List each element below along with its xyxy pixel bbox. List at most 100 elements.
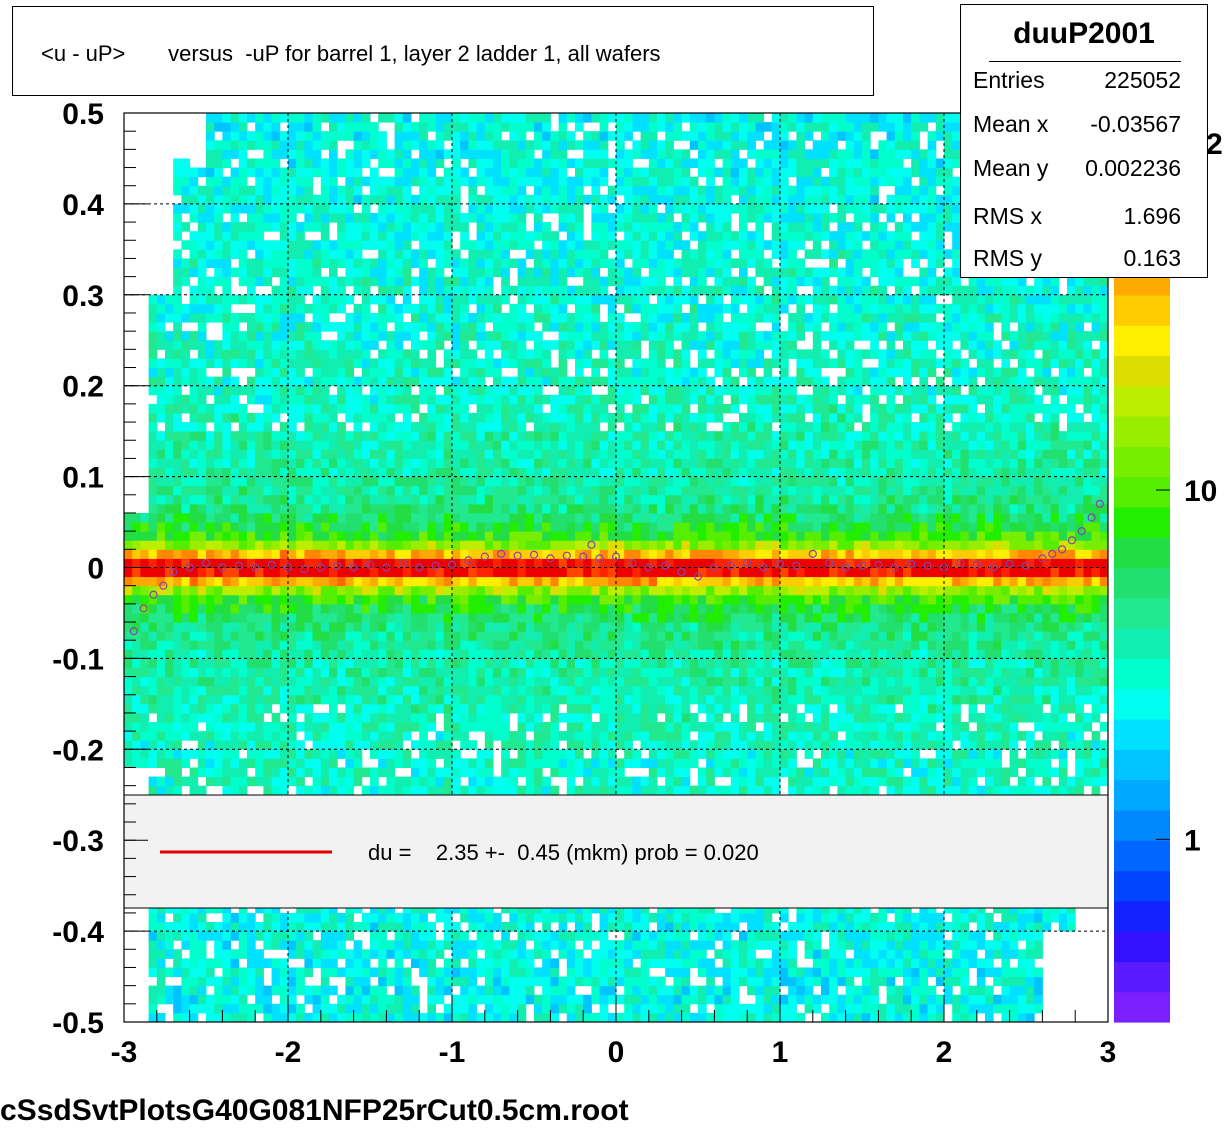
heatmap-cell (279, 576, 289, 587)
heatmap-cell (173, 931, 182, 941)
heatmap-cell (222, 503, 232, 514)
heatmap-cell (542, 912, 551, 923)
heatmap-cell (542, 167, 551, 178)
heatmap-cell (156, 440, 166, 450)
heatmap-cell (312, 767, 322, 778)
heatmap-cell (460, 303, 469, 314)
heatmap-cell (468, 558, 478, 568)
heatmap-cell (230, 758, 240, 768)
heatmap-cell (394, 922, 404, 932)
heatmap-cell (197, 412, 207, 423)
heatmap-cell (501, 531, 510, 541)
heatmap-cell (320, 594, 330, 605)
heatmap-cell (271, 776, 281, 787)
heatmap-cell (370, 640, 379, 650)
heatmap-cell (476, 576, 486, 587)
heatmap-cell (288, 403, 297, 414)
heatmap-cell (468, 285, 478, 296)
heatmap-cell (173, 676, 182, 687)
heatmap-cell (411, 558, 420, 568)
heatmap-cell (427, 685, 437, 696)
heatmap-cell (165, 458, 174, 469)
heatmap-cell (402, 403, 412, 414)
heatmap-cell (493, 249, 502, 259)
heatmap-cell (197, 949, 207, 959)
heatmap-cell (517, 440, 527, 450)
heatmap-cell (222, 467, 232, 478)
heatmap-cell (517, 285, 527, 296)
heatmap-cell (214, 731, 223, 741)
heatmap-cell (222, 631, 232, 641)
heatmap-cell (156, 531, 166, 541)
heatmap-cell (550, 931, 560, 941)
heatmap-cell (484, 667, 494, 678)
heatmap-cell (394, 594, 404, 605)
heatmap-cell (255, 267, 264, 278)
heatmap-cell (312, 485, 322, 496)
heatmap-cell (484, 685, 494, 696)
heatmap-cell (312, 267, 322, 278)
heatmap-cell (181, 331, 191, 341)
heatmap-cell (206, 749, 215, 759)
heatmap-cell (575, 422, 584, 432)
heatmap-cell (583, 131, 592, 141)
heatmap-cell (484, 394, 494, 405)
heatmap-cell (419, 685, 428, 696)
heatmap-cell (460, 785, 469, 796)
heatmap-cell (222, 512, 232, 523)
heatmap-cell (525, 540, 535, 550)
heatmap-cell (452, 540, 461, 550)
heatmap-cell (165, 503, 174, 514)
heatmap-cell (279, 113, 289, 123)
heatmap-cell (534, 903, 543, 914)
heatmap-cell (247, 531, 256, 541)
heatmap-cell (509, 958, 519, 968)
heatmap-cell (566, 440, 576, 450)
heatmap-cell (435, 422, 445, 432)
heatmap-cell (222, 349, 232, 359)
heatmap-cell (509, 431, 519, 441)
heatmap-cell (402, 540, 412, 550)
heatmap-cell (386, 249, 396, 259)
heatmap-cell (476, 722, 486, 732)
heatmap-cell (263, 476, 273, 487)
heatmap-cell (476, 494, 486, 505)
heatmap-cell (517, 431, 527, 441)
heatmap-cell (312, 585, 322, 596)
heatmap-cell (484, 967, 494, 978)
heatmap-cell (206, 694, 215, 705)
heatmap-cell (509, 203, 519, 214)
heatmap-cell (312, 340, 322, 350)
heatmap-cell (452, 158, 461, 169)
heatmap-cell (329, 694, 338, 705)
heatmap-cell (435, 576, 445, 587)
heatmap-cell (296, 940, 305, 950)
heatmap-cell (443, 785, 453, 796)
heatmap-cell (320, 531, 330, 541)
heatmap-cell (296, 140, 305, 150)
heatmap-cell (288, 303, 297, 314)
heatmap-cell (566, 240, 576, 250)
heatmap-cell (575, 740, 584, 750)
heatmap-cell (452, 976, 461, 987)
heatmap-cell (452, 467, 461, 478)
heatmap-cell (255, 385, 264, 396)
heatmap-cell (279, 403, 289, 414)
heatmap-cell (320, 212, 330, 223)
heatmap-cell (329, 758, 338, 768)
heatmap-cell (238, 385, 248, 396)
heatmap-cell (394, 649, 404, 659)
heatmap-cell (427, 403, 437, 414)
heatmap-cell (173, 494, 182, 505)
heatmap-cell (443, 667, 453, 678)
heatmap-cell (247, 922, 256, 932)
heatmap-cell (353, 185, 363, 196)
heatmap-cell (509, 185, 519, 196)
heatmap-cell (279, 649, 289, 659)
heatmap-cell (378, 994, 387, 1005)
heatmap-cell (370, 631, 379, 641)
heatmap-cell (181, 167, 191, 178)
heatmap-cell (345, 231, 355, 241)
heatmap-cell (173, 649, 182, 659)
heatmap-cell (271, 940, 281, 950)
